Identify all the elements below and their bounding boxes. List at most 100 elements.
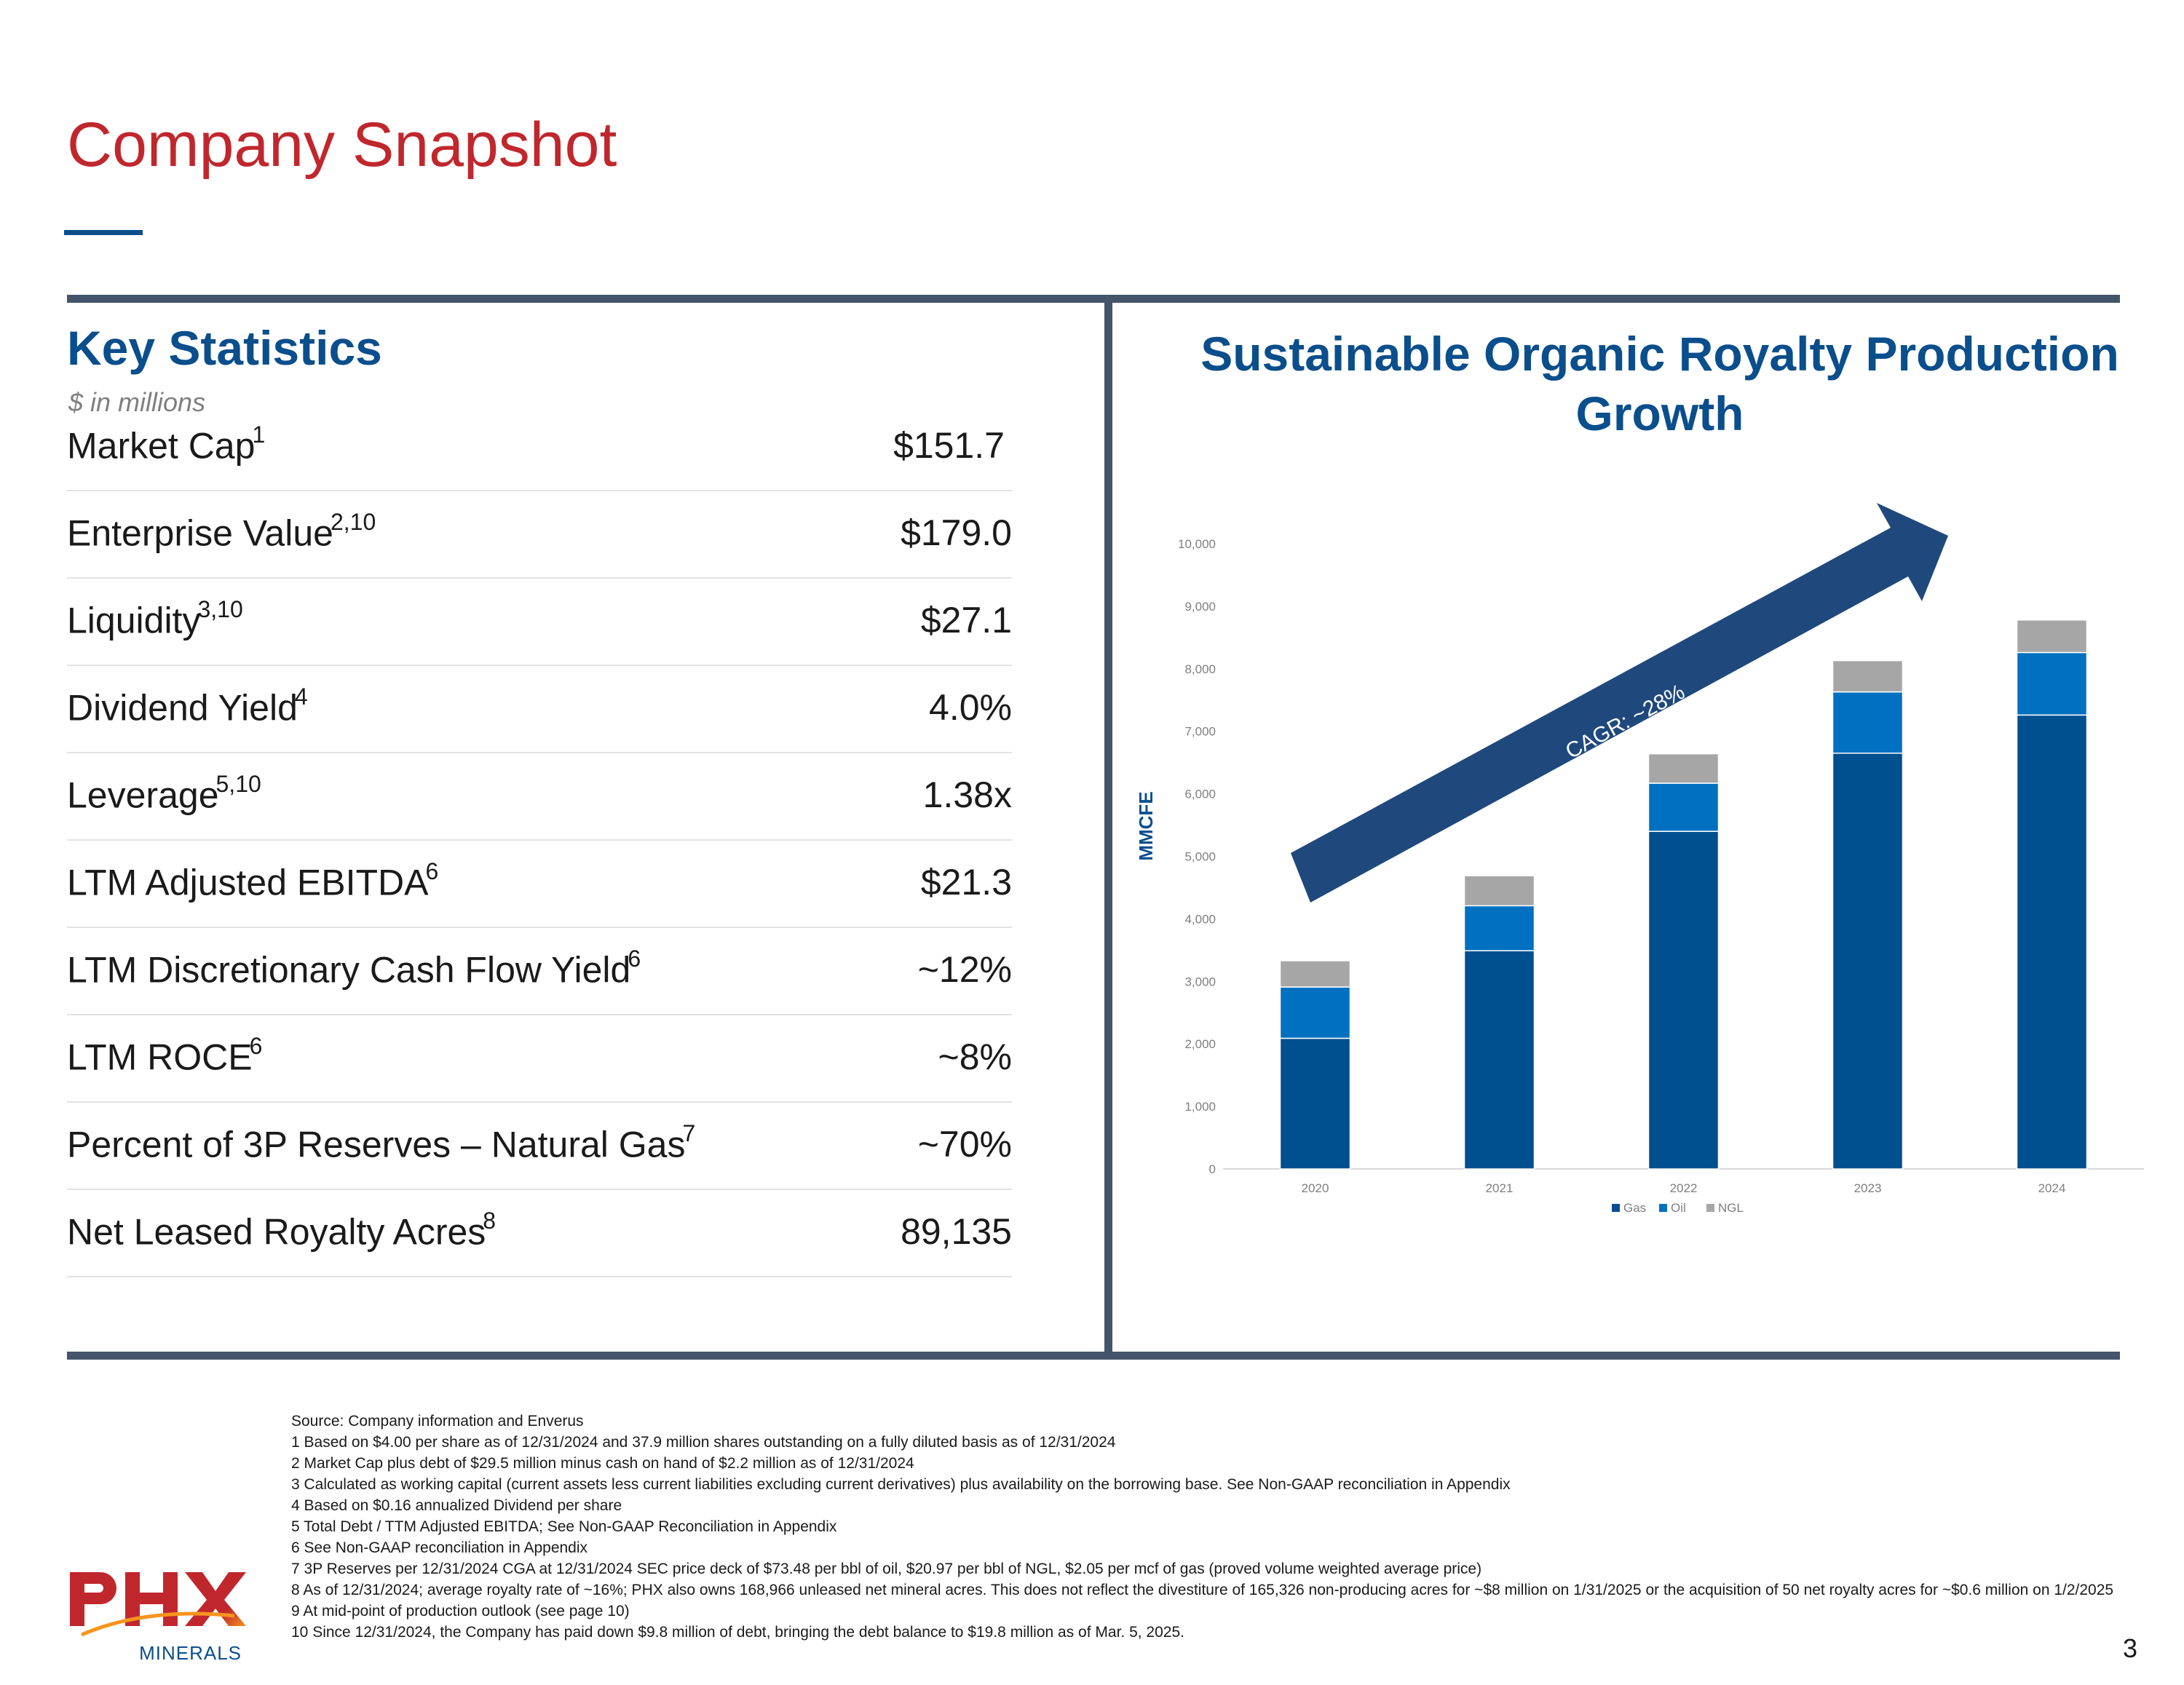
footnote-ref: 1 xyxy=(252,421,266,448)
stat-label-text: Liquidity xyxy=(67,600,201,641)
stat-value: 1.38x xyxy=(922,774,1012,815)
footnotes: Source: Company information and Enverus 1… xyxy=(291,1411,2126,1643)
footnote-ref: 8 xyxy=(483,1208,496,1234)
stat-row: Percent of 3P Reserves – Natural Gas7 ~70… xyxy=(67,1103,1012,1190)
chart-bars: 2020 2021 2022 2023 2024 xyxy=(1279,619,2088,1195)
bar-gas-2020 xyxy=(1279,1037,1351,1170)
stat-row: LTM ROCE6 ~8% xyxy=(67,1015,1012,1103)
stat-label-text: LTM ROCE xyxy=(67,1036,253,1078)
y-tick-label: 1,000 xyxy=(1184,1100,1216,1114)
stat-value: ~8% xyxy=(938,1036,1012,1077)
legend-swatch xyxy=(1612,1204,1620,1212)
stat-row: Liquidity3,10 $27.1 xyxy=(67,579,1012,666)
stat-value: $27.1 xyxy=(920,600,1012,641)
stat-row: Market Cap1 $151.7 xyxy=(67,404,1012,491)
stat-label: LTM Adjusted EBITDA6 xyxy=(67,858,439,904)
footnote: 5 Total Debt / TTM Adjusted EBITDA; See … xyxy=(291,1518,837,1535)
footnote-ref: 4 xyxy=(294,683,308,710)
page-title: Company Snapshot xyxy=(67,110,617,180)
y-tick-label: 0 xyxy=(1209,1162,1216,1176)
stat-label-text: LTM Discretionary Cash Flow Yield xyxy=(67,949,631,991)
stat-label: Liquidity3,10 xyxy=(67,596,243,642)
stat-row: Leverage5,10 1.38x xyxy=(67,753,1012,841)
stat-label: Net Leased Royalty Acres8 xyxy=(67,1208,496,1253)
stat-label: Enterprise Value2,10 xyxy=(67,509,376,555)
bar-ngl-2021 xyxy=(1463,875,1535,907)
stat-value: $21.3 xyxy=(920,862,1012,903)
x-tick-label: 2020 xyxy=(1302,1181,1329,1195)
stat-row: LTM Adjusted EBITDA6 $21.3 xyxy=(67,841,1012,928)
phx-minerals-logo: MINERALS xyxy=(70,1572,246,1664)
stat-label: LTM Discretionary Cash Flow Yield6 xyxy=(67,945,641,991)
key-statistics-heading: Key Statistics xyxy=(67,321,382,375)
page-number: 3 xyxy=(2123,1633,2138,1663)
footnote: 2 Market Cap plus debt of $29.5 million … xyxy=(291,1455,914,1472)
footnote: 6 See Non-GAAP reconciliation in Appendi… xyxy=(291,1539,588,1556)
stat-value: $151.7 xyxy=(893,425,1005,466)
bar-ngl-2023 xyxy=(1832,659,1904,693)
stat-row: LTM Discretionary Cash Flow Yield6 ~12% xyxy=(67,928,1012,1015)
stat-value: $179.0 xyxy=(901,512,1012,553)
bar-oil-2021 xyxy=(1463,905,1535,951)
legend-label: Gas xyxy=(1623,1201,1646,1215)
stat-label: Dividend Yield4 xyxy=(67,683,308,729)
y-tick-label: 3,000 xyxy=(1184,975,1216,988)
key-statistics-table: Market Cap1 $151.7 Enterprise Value2,10 $17… xyxy=(67,404,1012,1277)
top-divider xyxy=(67,295,2120,303)
stat-label-text: Dividend Yield xyxy=(67,687,298,729)
bar-gas-2022 xyxy=(1647,830,1720,1170)
x-tick-label: 2023 xyxy=(1854,1181,1882,1195)
bar-ngl-2020 xyxy=(1279,960,1351,988)
bar-gas-2021 xyxy=(1463,950,1535,1170)
y-tick-label: 10,000 xyxy=(1178,537,1216,551)
bar-ngl-2024 xyxy=(2016,619,2088,654)
y-tick-label: 4,000 xyxy=(1184,912,1216,926)
footnote-ref: 3,10 xyxy=(197,596,243,622)
footnote: 10 Since 12/31/2024, the Company has pai… xyxy=(291,1624,1184,1641)
x-tick-label: 2022 xyxy=(1670,1181,1698,1195)
y-tick-label: 9,000 xyxy=(1184,600,1216,614)
footnote-ref: 6 xyxy=(425,858,439,884)
bar-oil-2024 xyxy=(2016,651,2088,716)
logo-subtitle: MINERALS xyxy=(139,1642,242,1664)
chart-axes: 0 1,000 2,000 3,000 4,000 5,000 6,000 7,000 8,00… xyxy=(1135,537,2144,1176)
stat-label-text: LTM Adjusted EBITDA xyxy=(67,862,429,903)
legend-swatch xyxy=(1706,1204,1714,1212)
stat-label: LTM ROCE6 xyxy=(67,1033,262,1079)
footnote: Source: Company information and Enverus xyxy=(291,1413,584,1430)
stat-label: Leverage5,10 xyxy=(67,771,261,817)
footnote-ref: 6 xyxy=(628,945,641,972)
bar-oil-2020 xyxy=(1279,986,1351,1039)
stat-value: ~12% xyxy=(917,949,1012,990)
stat-label: Percent of 3P Reserves – Natural Gas7 xyxy=(67,1120,696,1166)
title-accent-bar xyxy=(64,230,143,235)
stat-row: Dividend Yield4 4.0% xyxy=(67,666,1012,753)
stat-label-text: Leverage xyxy=(67,774,219,816)
y-axis-label: MMCFE xyxy=(1135,791,1157,860)
y-tick-label: 6,000 xyxy=(1184,788,1216,801)
bottom-divider xyxy=(67,1352,2120,1360)
stat-row: Net Leased Royalty Acres8 89,135 xyxy=(67,1190,1012,1277)
footnote: 9 At mid-point of production outlook (se… xyxy=(291,1603,630,1619)
x-tick-label: 2024 xyxy=(2038,1181,2066,1195)
footnote: 8 As of 12/31/2024; average royalty rate… xyxy=(291,1582,2114,1598)
stat-value: 89,135 xyxy=(901,1211,1012,1252)
legend-label: NGL xyxy=(1718,1201,1744,1215)
y-tick-label: 5,000 xyxy=(1184,850,1216,864)
stat-label: Market Cap1 xyxy=(67,421,266,467)
y-tick-label: 8,000 xyxy=(1184,662,1216,676)
x-tick-label: 2021 xyxy=(1486,1181,1514,1195)
y-tick-label: 7,000 xyxy=(1184,725,1216,739)
footnote: 4 Based on $0.16 annualized Dividend per… xyxy=(291,1497,622,1514)
stat-value: 4.0% xyxy=(929,687,1012,728)
footnote-ref: 7 xyxy=(682,1120,696,1146)
units-note: $ in millions xyxy=(68,387,206,417)
bar-ngl-2022 xyxy=(1647,753,1720,784)
stat-label-text: Enterprise Value xyxy=(67,512,333,554)
footnote: 1 Based on $4.00 per share as of 12/31/2… xyxy=(291,1434,1116,1451)
cagr-arrow-icon xyxy=(1291,503,1948,903)
stat-value: ~70% xyxy=(917,1124,1012,1165)
stat-label-text: Percent of 3P Reserves – Natural Gas xyxy=(67,1124,686,1165)
bar-oil-2023 xyxy=(1832,691,1904,754)
